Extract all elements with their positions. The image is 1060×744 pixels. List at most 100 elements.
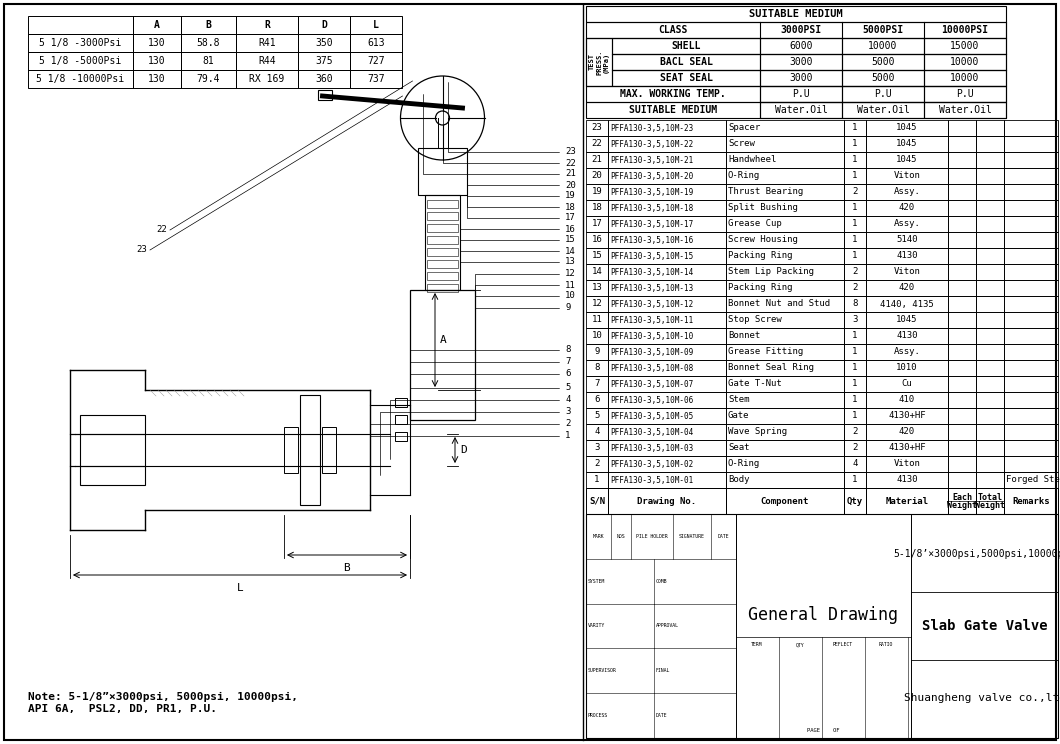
Bar [1004, 376, 1058, 392]
Bar [842, 54, 924, 70]
Text: 12: 12 [591, 300, 602, 309]
Text: B: B [343, 563, 351, 573]
Text: 1010: 1010 [897, 364, 918, 373]
Bar [726, 472, 844, 488]
Bar [726, 488, 844, 514]
Text: 3000: 3000 [790, 73, 813, 83]
Bar [586, 136, 608, 152]
Text: Drawing No.: Drawing No. [637, 496, 696, 505]
Text: 10: 10 [591, 332, 602, 341]
Bar [948, 376, 976, 392]
Text: 5-1/8’×3000psi,5000psi,10000psi: 5-1/8’×3000psi,5000psi,10000psi [894, 549, 1060, 559]
Bar [866, 392, 948, 408]
Text: Packing Ring: Packing Ring [728, 283, 793, 292]
Text: Water.Oil: Water.Oil [938, 105, 991, 115]
Bar [1004, 472, 1058, 488]
Bar [586, 328, 608, 344]
Bar [427, 248, 458, 256]
Text: 4: 4 [852, 460, 858, 469]
Text: Assy.: Assy. [894, 187, 920, 196]
Bar [586, 248, 608, 264]
Text: 23: 23 [591, 124, 602, 132]
Bar [586, 344, 608, 360]
Text: 19: 19 [565, 191, 576, 200]
Bar [608, 136, 726, 152]
Bar [844, 456, 866, 472]
Text: R44: R44 [259, 56, 276, 66]
Bar [976, 456, 1004, 472]
Bar [1004, 360, 1058, 376]
Bar [28, 52, 132, 70]
Text: 350: 350 [315, 38, 333, 48]
Text: 4: 4 [565, 396, 570, 405]
Text: 9: 9 [595, 347, 600, 356]
Text: 2: 2 [565, 420, 570, 429]
Bar [586, 424, 608, 440]
Text: Water.Oil: Water.Oil [856, 105, 909, 115]
Text: 5 1/8 -10000Psi: 5 1/8 -10000Psi [36, 74, 125, 84]
Bar [28, 16, 132, 34]
Bar [948, 392, 976, 408]
Text: P.U: P.U [956, 89, 974, 99]
Bar [866, 216, 948, 232]
Bar [395, 415, 407, 424]
Bar [586, 168, 608, 184]
Bar [924, 70, 1006, 86]
Text: 22: 22 [565, 158, 576, 167]
Text: PILE HOLDER: PILE HOLDER [636, 534, 668, 539]
Text: RATIO: RATIO [879, 642, 894, 647]
Bar [866, 136, 948, 152]
Bar [1004, 216, 1058, 232]
Bar [844, 488, 866, 514]
Text: 375: 375 [315, 56, 333, 66]
Text: 1: 1 [852, 124, 858, 132]
Text: 1: 1 [852, 379, 858, 388]
Text: Assy.: Assy. [894, 347, 920, 356]
Bar [976, 232, 1004, 248]
Bar [948, 120, 976, 136]
Bar [976, 296, 1004, 312]
Text: 2: 2 [852, 268, 858, 277]
Text: Assy.: Assy. [894, 219, 920, 228]
Text: PFFA130-3,5,10M-01: PFFA130-3,5,10M-01 [610, 475, 693, 484]
Bar [866, 456, 948, 472]
Text: 2: 2 [852, 187, 858, 196]
Bar [866, 120, 948, 136]
Bar [924, 38, 1006, 54]
Text: 2: 2 [852, 283, 858, 292]
Text: D: D [321, 20, 326, 30]
Text: Spacer: Spacer [728, 124, 760, 132]
Bar [322, 427, 336, 473]
Text: PFFA130-3,5,10M-15: PFFA130-3,5,10M-15 [610, 251, 693, 260]
Bar [866, 360, 948, 376]
Text: PFFA130-3,5,10M-03: PFFA130-3,5,10M-03 [610, 443, 693, 452]
Bar [948, 488, 976, 514]
Bar [586, 296, 608, 312]
Bar [866, 312, 948, 328]
Bar [726, 408, 844, 424]
Bar [132, 16, 181, 34]
Bar [1004, 392, 1058, 408]
Text: 3: 3 [565, 408, 570, 417]
Text: 6000: 6000 [790, 41, 813, 51]
Text: DATE: DATE [718, 534, 729, 539]
Bar [608, 440, 726, 456]
Text: Bonnet Nut and Stud: Bonnet Nut and Stud [728, 300, 830, 309]
Bar [726, 360, 844, 376]
Text: 130: 130 [148, 74, 165, 84]
Bar [298, 52, 350, 70]
Text: 1: 1 [852, 475, 858, 484]
Bar [608, 248, 726, 264]
Bar [410, 290, 475, 420]
Bar [427, 260, 458, 268]
Text: 2: 2 [852, 443, 858, 452]
Text: 4130: 4130 [897, 332, 918, 341]
Text: 21: 21 [591, 155, 602, 164]
Text: 22: 22 [156, 225, 167, 234]
Text: 19: 19 [591, 187, 602, 196]
Text: 4130: 4130 [897, 475, 918, 484]
Bar [760, 70, 842, 86]
Text: 13: 13 [591, 283, 602, 292]
Bar [1004, 264, 1058, 280]
Bar [866, 248, 948, 264]
